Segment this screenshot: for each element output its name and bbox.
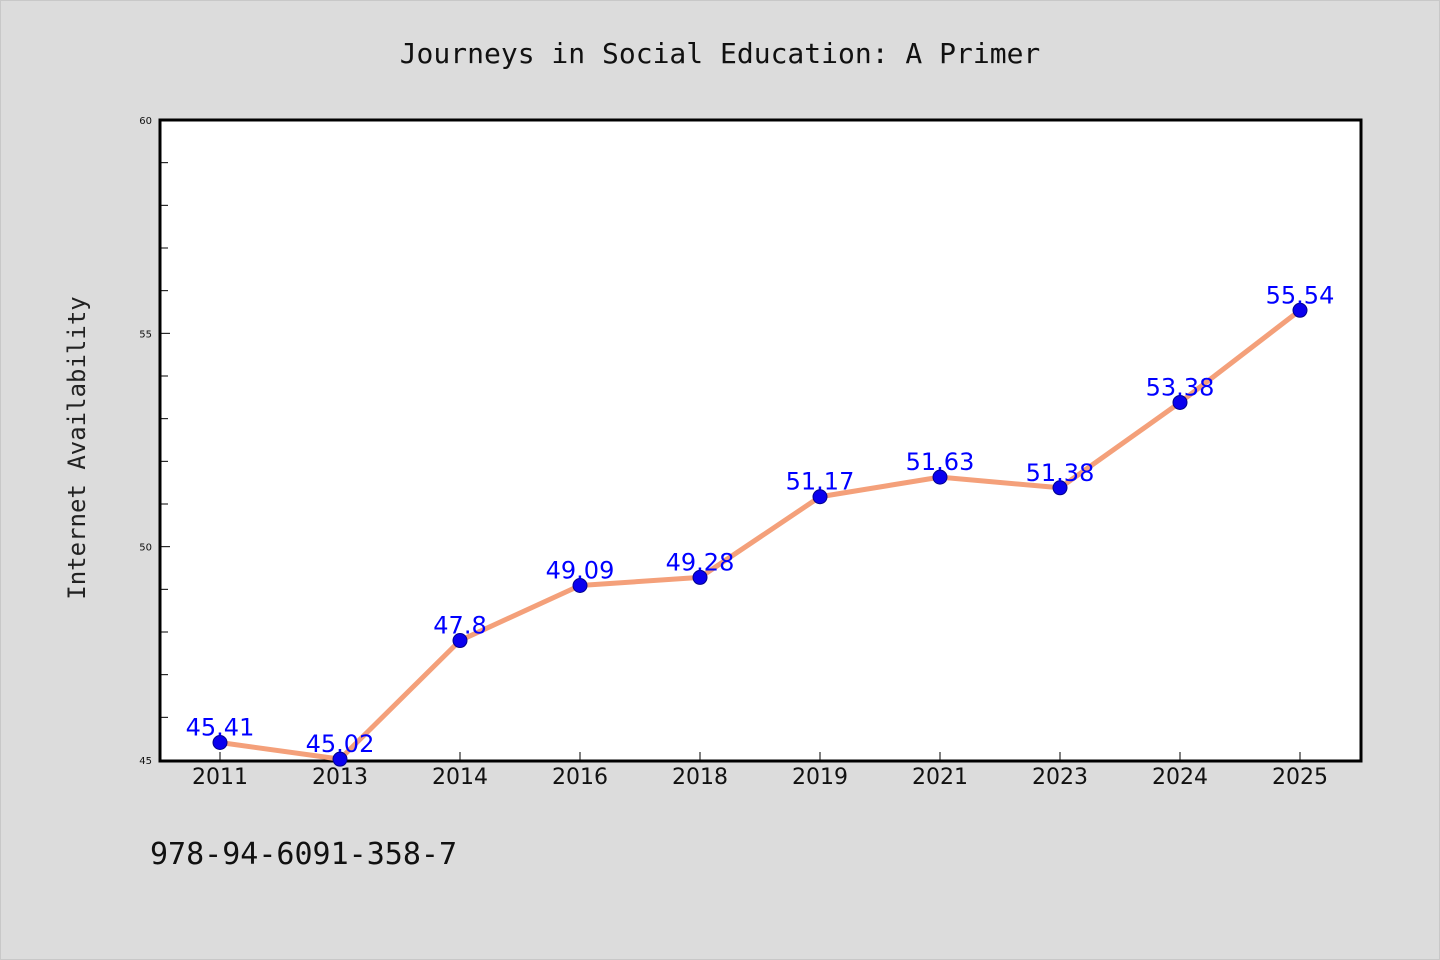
- x-tick-label: 2023: [1032, 765, 1088, 790]
- data-point: [692, 569, 708, 585]
- x-tick-label: 2016: [552, 765, 608, 790]
- data-labels: 45.41 45.02 47.8 49.09 49.28 51.17 51.63 51.38 5…: [186, 281, 1335, 758]
- series-line-group: [217, 307, 1303, 762]
- data-point: [212, 735, 228, 751]
- data-markers: [212, 302, 1308, 767]
- data-label: 47.8: [433, 612, 486, 640]
- y-tick-label: 60: [139, 116, 152, 127]
- data-label: 45.02: [306, 730, 375, 758]
- data-label: 51.63: [906, 448, 975, 476]
- data-point: [332, 751, 348, 767]
- y-axis-ticks: 45 50 55 60: [139, 116, 170, 767]
- y-tick-label: 55: [139, 329, 152, 340]
- series-line: [217, 307, 1303, 762]
- data-label: 51.38: [1026, 459, 1095, 487]
- data-point: [1172, 394, 1188, 410]
- x-tick-label: 2025: [1272, 765, 1328, 790]
- data-point: [452, 633, 468, 649]
- y-tick-label: 45: [139, 756, 152, 767]
- x-tick-label: 2018: [672, 765, 728, 790]
- x-tick-label: 2011: [192, 765, 248, 790]
- x-axis-ticks: 2011 2013 2014 2016 2018 2019 2021 2023 2024 2025: [192, 752, 1328, 790]
- chart-title: Journeys in Social Education: A Primer: [400, 37, 1041, 70]
- plot-area: [158, 118, 1363, 763]
- data-label: 45.41: [186, 714, 255, 742]
- y-axis-label: Internet Availability: [63, 296, 91, 599]
- data-label: 51.17: [786, 468, 855, 496]
- data-point: [1292, 302, 1308, 318]
- data-label: 55.54: [1266, 281, 1335, 309]
- data-point: [572, 577, 588, 593]
- data-point: [1052, 480, 1068, 496]
- x-tick-label: 2021: [912, 765, 968, 790]
- data-label: 49.09: [546, 556, 615, 584]
- x-tick-label: 2013: [312, 765, 368, 790]
- data-point: [812, 489, 828, 505]
- isbn-footnote: 978-94-6091-358-7: [150, 837, 457, 872]
- x-tick-label: 2019: [792, 765, 848, 790]
- x-tick-label: 2024: [1152, 765, 1208, 790]
- x-tick-label: 2014: [432, 765, 488, 790]
- data-point: [932, 469, 948, 485]
- y-tick-label: 50: [139, 543, 152, 554]
- data-label: 53.38: [1146, 373, 1215, 401]
- data-label: 49.28: [666, 548, 735, 576]
